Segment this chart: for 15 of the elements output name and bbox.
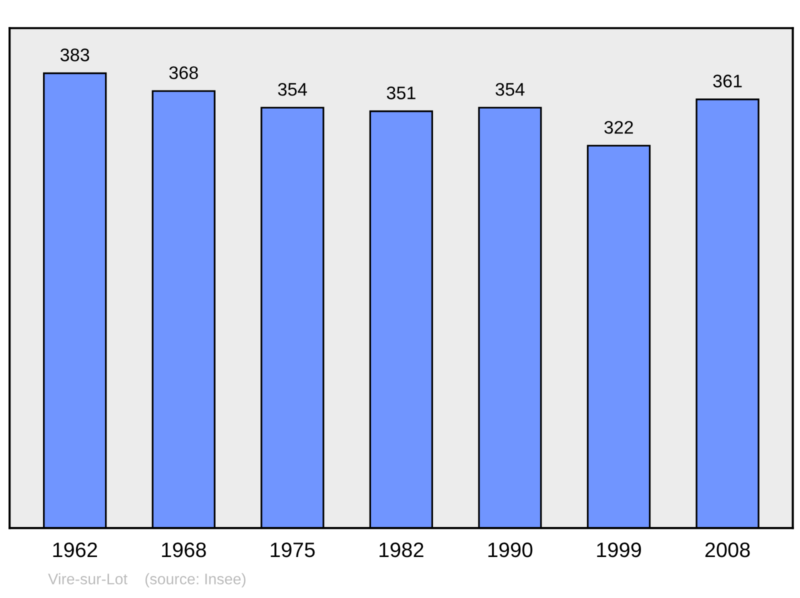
data-label: 361 [713,74,742,88]
x-tick-label: 1962 [53,542,97,558]
x-tick-label: 2008 [705,542,750,558]
data-label: 354 [278,82,307,96]
x-tick-label: 1975 [270,542,315,558]
data-label: 322 [604,120,633,134]
x-tick-label: 1999 [597,542,641,558]
text: Vire-sur-Lot (source: Insee) [48,573,246,588]
x-tick-label: 1990 [488,542,532,558]
data-label: 368 [169,66,198,80]
data-label: 354 [496,82,525,96]
x-tick-label: 1968 [162,542,206,558]
data-label: 383 [60,48,90,62]
x-tick-label: 1982 [380,542,424,558]
data-label: 351 [386,86,416,100]
